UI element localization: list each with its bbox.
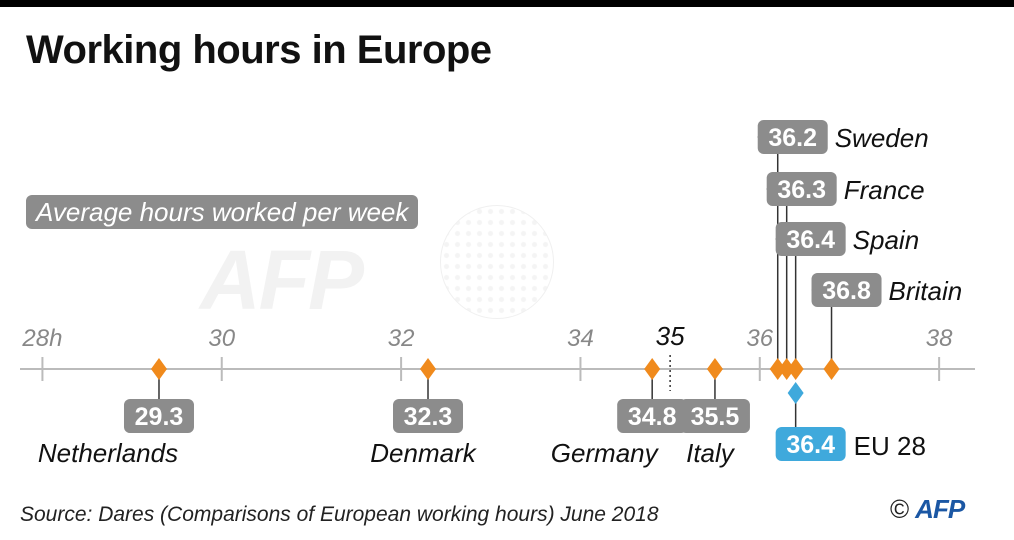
spain-name: Spain xyxy=(853,225,920,255)
italy-marker xyxy=(706,358,723,380)
x-tick-label-28: 28h xyxy=(21,325,62,352)
eu-average-marker xyxy=(787,382,804,404)
spain-leader xyxy=(775,238,797,369)
france-label-value: 36.3 xyxy=(777,176,826,204)
watermark-logo: AFP xyxy=(200,233,364,327)
spain-label-box xyxy=(775,222,846,256)
x-tick-label-30: 30 xyxy=(208,325,235,352)
spain-marker xyxy=(787,358,804,380)
eu-average-name: EU 28 xyxy=(854,431,926,461)
sweden-name: Sweden xyxy=(835,123,929,153)
x-tick-label-38: 38 xyxy=(926,325,953,352)
sweden-label-value: 36.2 xyxy=(768,124,817,152)
top-bar xyxy=(0,0,1014,7)
netherlands-name: Netherlands xyxy=(38,438,178,468)
italy-name: Italy xyxy=(686,438,736,468)
france-label-box xyxy=(766,172,837,206)
sweden-label-box xyxy=(757,120,828,154)
netherlands-label-value: 29.3 xyxy=(135,403,184,431)
chart-subtitle: Average hours worked per week xyxy=(26,195,419,229)
netherlands-marker xyxy=(150,358,167,380)
germany-label-box xyxy=(617,399,688,433)
france-marker xyxy=(778,358,795,380)
denmark-name: Denmark xyxy=(370,438,477,468)
italy-label-value: 35.5 xyxy=(691,403,740,431)
eu-average-label-value: 36.4 xyxy=(786,431,835,459)
germany-marker xyxy=(644,358,661,380)
source-note: Source: Dares (Comparisons of European w… xyxy=(20,503,659,526)
netherlands-label-box xyxy=(123,399,194,433)
italy-label-box xyxy=(679,399,750,433)
britain-marker xyxy=(823,358,840,380)
watermark-ball xyxy=(440,205,554,319)
x-tick-label-32: 32 xyxy=(388,325,415,352)
spain-label-value: 36.4 xyxy=(786,226,835,254)
eu-average-label-box xyxy=(775,427,846,461)
france-name: France xyxy=(844,175,925,205)
sweden-marker xyxy=(769,358,786,380)
afp-credit: © AFP xyxy=(890,494,965,525)
germany-name: Germany xyxy=(551,438,660,468)
x-tick-label-34: 34 xyxy=(567,325,594,352)
denmark-label-value: 32.3 xyxy=(404,403,453,431)
reference-label: 35 xyxy=(656,321,685,351)
copyright-symbol: © xyxy=(890,494,910,524)
denmark-label-box xyxy=(393,399,464,433)
x-tick-label-36: 36 xyxy=(746,325,773,352)
chart-title: Working hours in Europe xyxy=(26,28,492,72)
denmark-marker xyxy=(420,358,437,380)
britain-label-box xyxy=(811,273,882,307)
afp-logo: AFP xyxy=(915,494,965,524)
britain-name: Britain xyxy=(889,276,963,306)
germany-label-value: 34.8 xyxy=(628,403,677,431)
dot-plot: 28h 30 32 34 36 38 35 29.3 Netherlands 32.3 Denmar… xyxy=(20,120,975,468)
britain-label-value: 36.8 xyxy=(822,277,871,305)
